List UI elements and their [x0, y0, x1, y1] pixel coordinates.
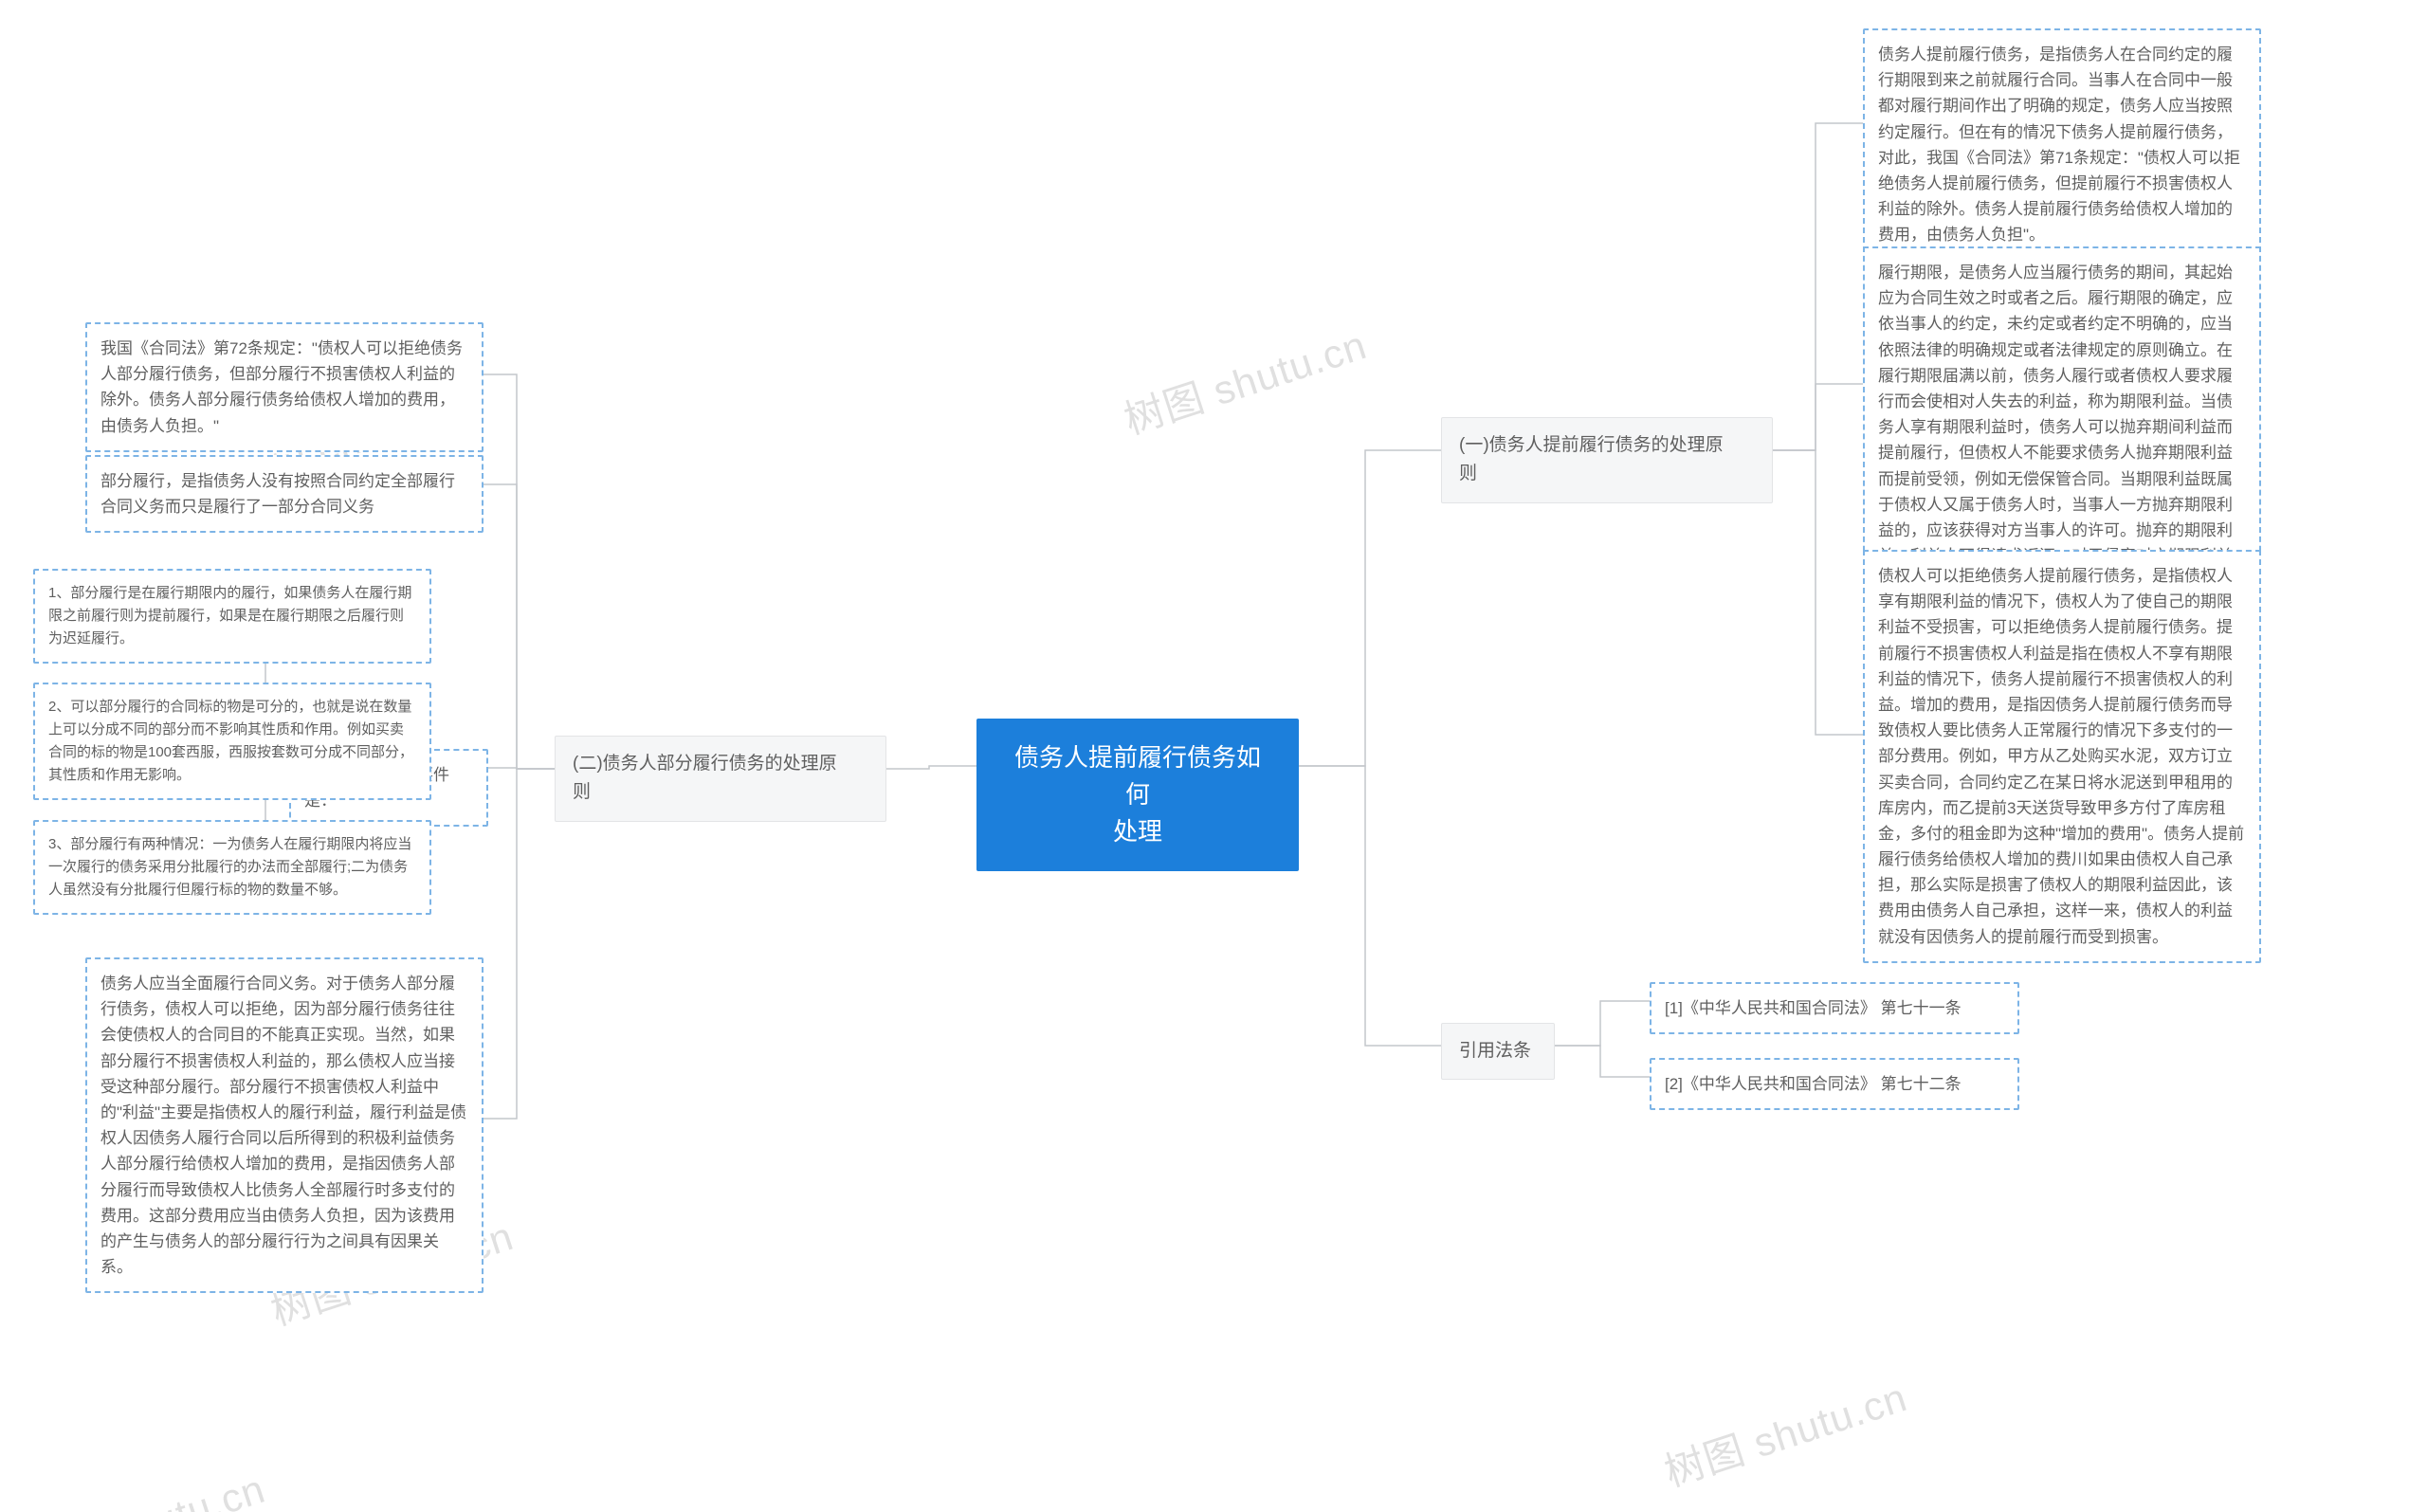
branch-node-partial-performance[interactable]: (二)债务人部分履行债务的处理原则: [555, 736, 886, 822]
watermark: 树图 shutu.cn: [1656, 1365, 1913, 1498]
leaf-node-citation[interactable]: [2]《中华人民共和国合同法》 第七十二条: [1650, 1058, 2019, 1110]
leaf-node[interactable]: 债权人可以拒绝债务人提前履行债务，是指债权人享有期限利益的情况下，债权人为了使自…: [1863, 550, 2261, 963]
leaf-node[interactable]: 2、可以部分履行的合同标的物是可分的，也就是说在数量上可以分成不同的部分而不影响…: [33, 683, 431, 800]
watermark: 图 shutu.cn: [53, 1457, 271, 1512]
leaf-node[interactable]: 3、部分履行有两种情况：一为债务人在履行期限内将应当一次履行的债务采用分批履行的…: [33, 820, 431, 915]
watermark: 树图 shutu.cn: [1116, 313, 1373, 446]
leaf-node-citation[interactable]: [1]《中华人民共和国合同法》 第七十一条: [1650, 982, 2019, 1034]
mindmap-center-node[interactable]: 债务人提前履行债务如何处理: [976, 719, 1299, 871]
leaf-node[interactable]: 1、部分履行是在履行期限内的履行，如果债务人在履行期限之前履行则为提前履行，如果…: [33, 569, 431, 664]
leaf-node[interactable]: 我国《合同法》第72条规定："债权人可以拒绝债务人部分履行债务，但部分履行不损害…: [85, 322, 484, 452]
branch-node-early-performance[interactable]: (一)债务人提前履行债务的处理原则: [1441, 417, 1773, 503]
branch-node-citations[interactable]: 引用法条: [1441, 1023, 1555, 1080]
leaf-node[interactable]: 债务人应当全面履行合同义务。对于债务人部分履行债务，债权人可以拒绝，因为部分履行…: [85, 957, 484, 1293]
leaf-node[interactable]: 债务人提前履行债务，是指债务人在合同约定的履行期限到来之前就履行合同。当事人在合…: [1863, 28, 2261, 262]
leaf-node[interactable]: 部分履行，是指债务人没有按照合同约定全部履行合同义务而只是履行了一部分合同义务: [85, 455, 484, 533]
